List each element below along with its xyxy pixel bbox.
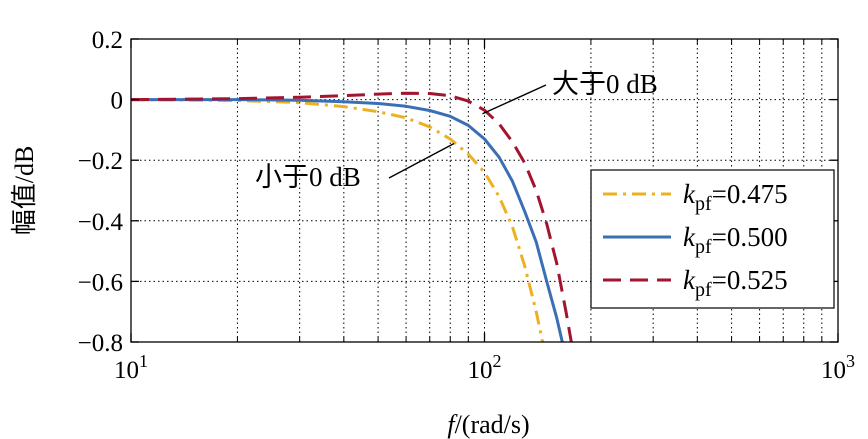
- y-tick-label: 0: [111, 88, 124, 115]
- series-line-0: [131, 98, 545, 342]
- x-tick-label: 102: [468, 351, 502, 384]
- series-line-1: [131, 98, 564, 342]
- x-tick-label: 103: [821, 351, 855, 384]
- legend-label-1: kpf=0.500: [683, 222, 788, 258]
- y-tick-label: −0.8: [78, 330, 123, 357]
- legend: kpf=0.475 kpf=0.500 kpf=0.525: [590, 169, 835, 309]
- annotations: 大于0 dB 小于0 dB: [255, 69, 658, 192]
- annotation-label: 小于0 dB: [255, 162, 361, 192]
- y-tick-label: −0.4: [78, 209, 124, 236]
- annotation-label: 大于0 dB: [552, 69, 658, 99]
- y-axis-label: 幅值/dB: [10, 146, 39, 236]
- legend-box: [590, 169, 835, 309]
- axis-labels: f/(rad/s) 幅值/dB: [10, 146, 530, 439]
- annotation-leader: [482, 84, 547, 115]
- y-tick-label: −0.2: [78, 148, 123, 175]
- series-lines: [131, 91, 573, 342]
- series-line-2: [131, 91, 573, 342]
- annotation-leader: [388, 142, 455, 179]
- legend-label-0: kpf=0.475: [683, 179, 788, 215]
- y-tick-label: 0.2: [92, 27, 123, 54]
- y-tick-label: −0.6: [78, 269, 123, 296]
- x-axis-label: f/(rad/s): [447, 410, 529, 439]
- x-tick-label: 101: [114, 351, 148, 384]
- legend-label-2: kpf=0.525: [683, 265, 788, 301]
